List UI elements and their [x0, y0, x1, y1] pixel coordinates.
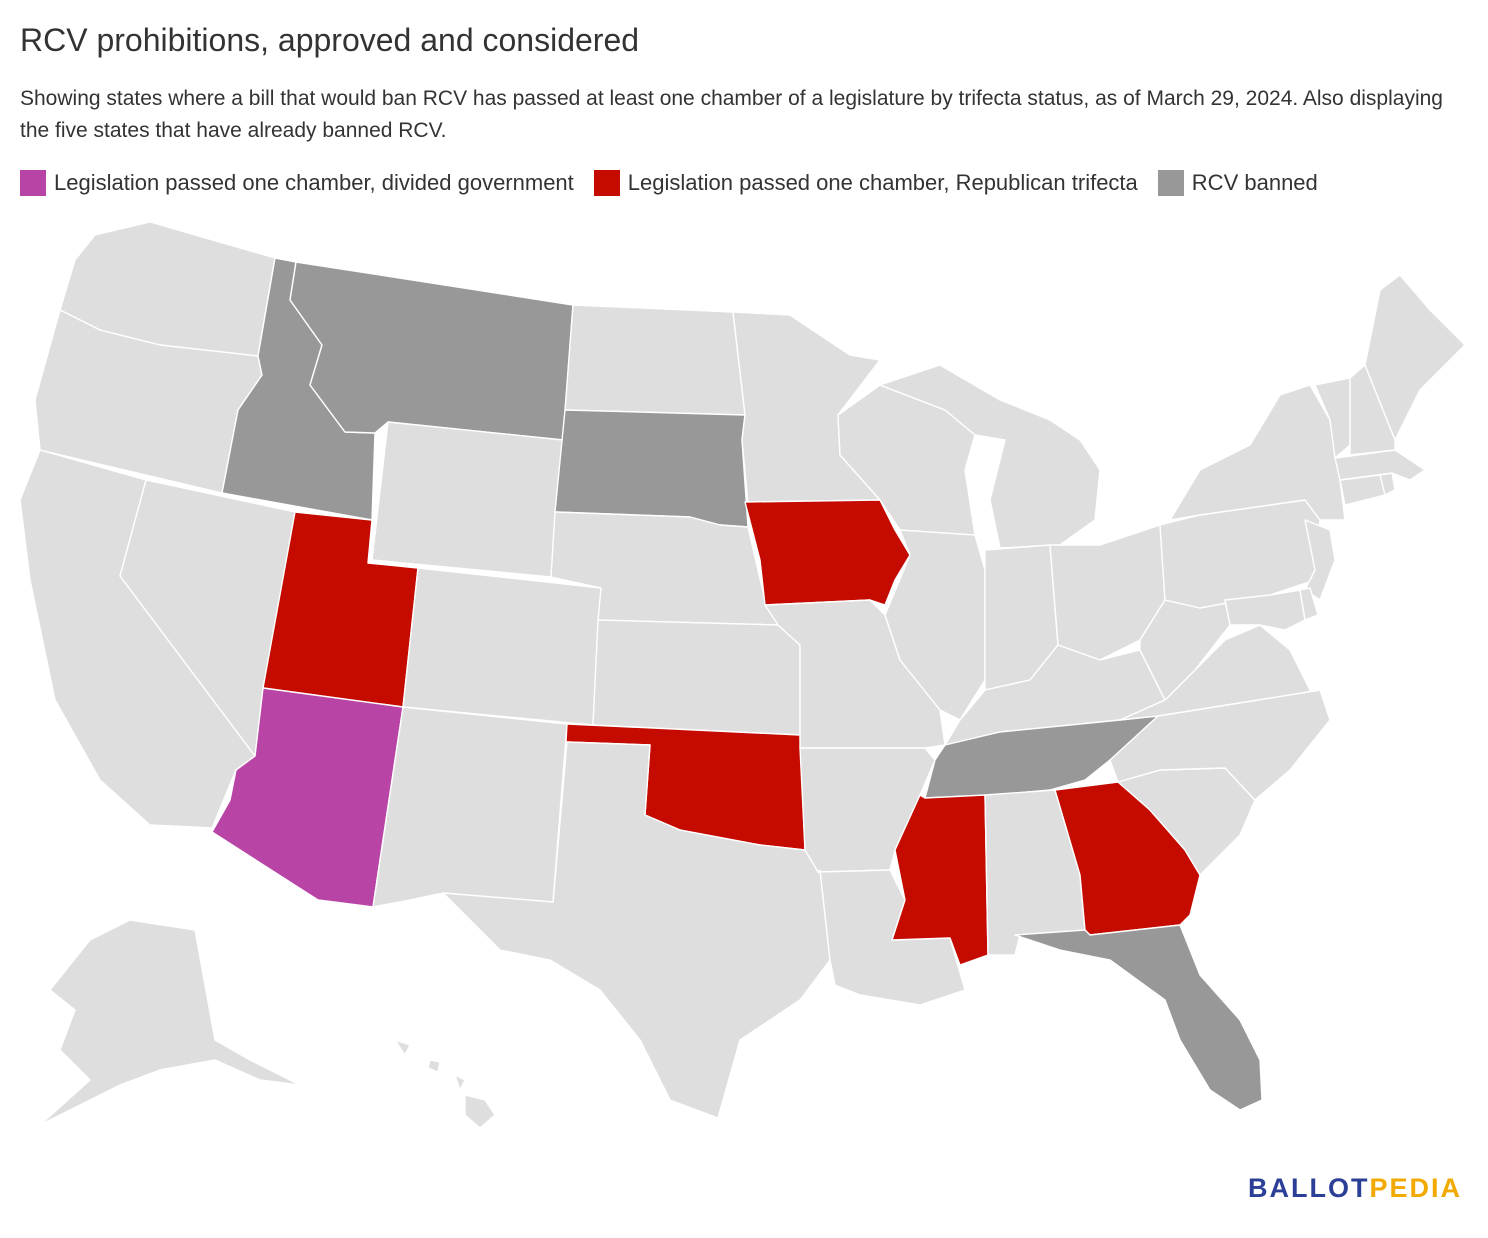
chart-title: RCV prohibitions, approved and considere… — [20, 22, 640, 58]
state-FL[interactable] — [1014, 924, 1263, 1111]
state-MI[interactable] — [879, 364, 1101, 549]
legend-swatch-republican — [593, 170, 620, 196]
state-HI[interactable] — [394, 1039, 496, 1129]
state-TX[interactable] — [442, 741, 831, 1119]
legend-item-republican: Legislation passed one chamber, Republic… — [593, 170, 1138, 196]
state-VT[interactable] — [1314, 377, 1351, 459]
state-ME[interactable] — [1364, 274, 1466, 441]
legend-label-divided: Legislation passed one chamber, divided … — [54, 170, 574, 195]
state-KS[interactable] — [592, 619, 801, 736]
state-LA[interactable] — [817, 869, 966, 1006]
logo-text-pedia: PEDIA — [1369, 1173, 1462, 1203]
state-DE[interactable] — [1299, 587, 1319, 621]
state-SD[interactable] — [554, 409, 749, 528]
state-ND[interactable] — [564, 304, 746, 416]
state-MD[interactable] — [1224, 589, 1306, 631]
state-WY[interactable] — [371, 421, 564, 578]
state-NM[interactable] — [372, 706, 568, 908]
logo-text-ballot: BALLOT — [1247, 1173, 1370, 1203]
state-MT[interactable] — [289, 261, 574, 441]
us-map — [19, 221, 1466, 1129]
state-AK[interactable] — [39, 919, 301, 1126]
state-NJ[interactable] — [1304, 519, 1336, 601]
chart-subtitle: Showing states where a bill that would b… — [20, 87, 1443, 142]
legend-label-republican: Legislation passed one chamber, Republic… — [627, 170, 1138, 195]
state-IL[interactable] — [884, 529, 986, 721]
state-NH[interactable] — [1349, 364, 1396, 456]
legend-swatch-banned — [1157, 170, 1184, 196]
legend-label-banned: RCV banned — [1191, 170, 1318, 195]
legend-item-banned: RCV banned — [1157, 170, 1318, 196]
state-IA[interactable] — [744, 499, 911, 606]
state-NY[interactable] — [1169, 384, 1346, 521]
legend: Legislation passed one chamber, divided … — [20, 170, 1318, 196]
legend-swatch-divided — [20, 170, 46, 196]
legend-item-divided: Legislation passed one chamber, divided … — [20, 170, 574, 196]
state-TN[interactable] — [924, 715, 1159, 799]
ballotpedia-logo: BALLOTPEDIA — [1248, 1173, 1462, 1204]
state-CO[interactable] — [402, 567, 602, 726]
